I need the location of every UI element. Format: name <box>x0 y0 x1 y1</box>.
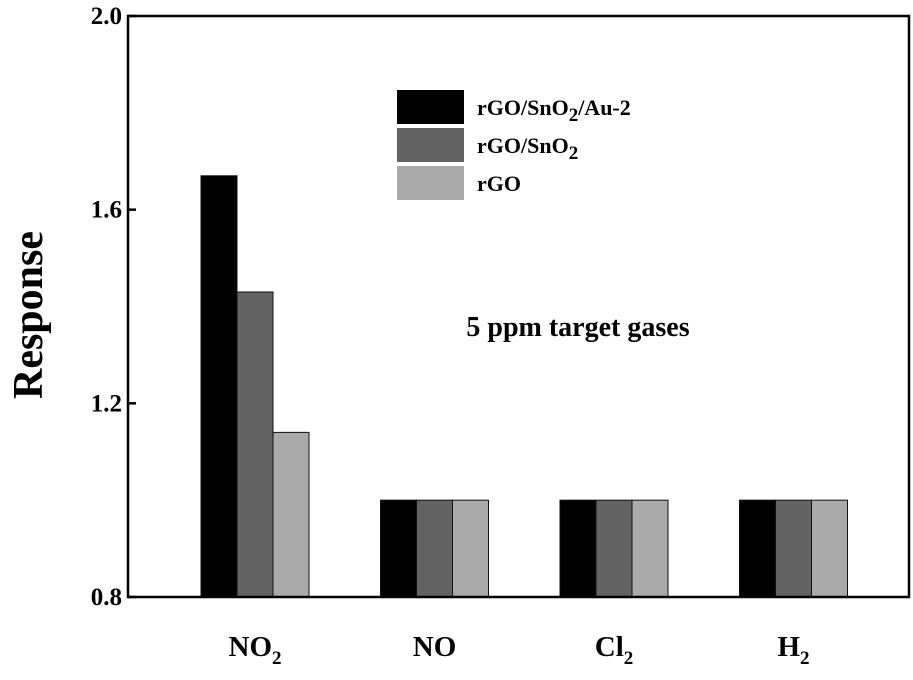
bar-rgo-sno2-au-2-h2 <box>739 499 776 598</box>
plot-frame <box>126 14 911 599</box>
bar-rgo-sno2-no2 <box>236 291 274 598</box>
bars-layer <box>200 175 848 598</box>
bar-rgo-no <box>452 499 489 598</box>
y-axis-label: Response <box>6 231 52 399</box>
legend-label: rGO/SnO2 <box>477 133 578 164</box>
bar-rgo-sno2-au-2-no2 <box>200 175 238 598</box>
y-tick-label: 1.2 <box>91 390 122 417</box>
chart-annotation: 5 ppm target gases <box>466 312 689 343</box>
bar-rgo-no2 <box>272 431 310 598</box>
y-ticks: 0.8 1.2 1.6 2.0 <box>91 3 136 611</box>
legend-swatch <box>397 90 464 124</box>
legend-label: rGO/SnO2/Au-2 <box>477 95 631 126</box>
bar-rgo-sno2-au-2-no <box>380 499 417 598</box>
legend: rGO/SnO2/Au-2 rGO/SnO2 rGO <box>397 90 631 200</box>
x-category-labels: NO2 NO Cl2 H2 <box>229 631 810 669</box>
x-category-label: Cl2 <box>595 631 634 669</box>
bar-rgo-sno2-au-2-cl2 <box>559 499 597 598</box>
bar-rgo-sno2-cl2 <box>595 499 633 598</box>
x-category-label: NO2 <box>229 631 282 669</box>
y-tick-label: 2.0 <box>91 3 122 30</box>
bar-rgo-sno2-h2 <box>775 499 812 598</box>
legend-label: rGO <box>477 171 521 196</box>
bar-rgo-h2 <box>811 499 848 598</box>
y-tick-label: 0.8 <box>91 584 122 611</box>
x-category-label: H2 <box>777 631 809 669</box>
legend-swatch <box>397 128 464 162</box>
bar-rgo-sno2-no <box>416 499 453 598</box>
bar-rgo-cl2 <box>631 499 669 598</box>
legend-swatch <box>397 166 464 200</box>
x-category-label: NO <box>413 631 457 663</box>
y-tick-label: 1.6 <box>91 197 122 224</box>
